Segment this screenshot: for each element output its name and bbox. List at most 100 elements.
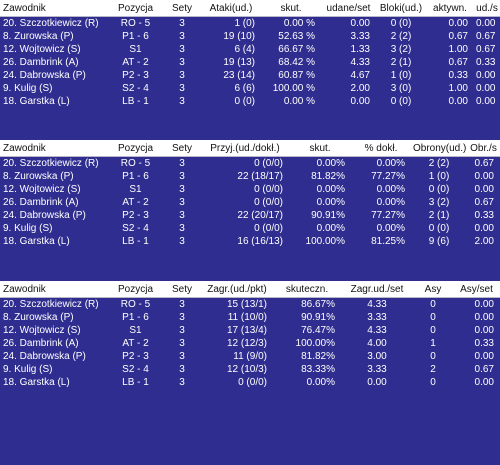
cell: 0.67	[476, 31, 496, 42]
cell: 1.00	[448, 83, 468, 94]
col-header[interactable]: Zawodnik	[0, 140, 108, 157]
cell: 0.00%	[376, 197, 405, 208]
col-header[interactable]: Sety	[163, 0, 201, 17]
col-header[interactable]: skuteczn.	[273, 281, 341, 298]
col-header[interactable]: Bloki(ud.)	[376, 0, 426, 17]
cell: 12 (10/3)	[226, 364, 267, 375]
col-header[interactable]: udane/set	[321, 0, 376, 17]
col-header[interactable]: Zawodnik	[0, 0, 108, 17]
cell: 26. Dambrink (A)	[3, 57, 79, 68]
table-row[interactable]: 18. Garstka (L) LB - 1 3 16 (16/13) 100.00% 8…	[0, 235, 500, 248]
cell: 0.00	[474, 223, 494, 234]
cell: 22 (18/17)	[237, 171, 283, 182]
cell: S1	[129, 325, 142, 336]
col-header[interactable]: Pozycja	[108, 0, 163, 17]
table-row[interactable]: 9. Kulig (S) S2 - 4 3 12 (10/3) 83.33% 3.33 2 0…	[0, 363, 500, 376]
cell: 12. Wojtowicz (S)	[3, 184, 81, 195]
table-row[interactable]: 18. Garstka (L) LB - 1 3 0 (0/0) 0.00% 0.00 0 0…	[0, 376, 500, 389]
table-row[interactable]: 24. Dabrowska (P) P2 - 3 3 11 (9/0) 81.82% 3.…	[0, 350, 500, 363]
cell: 0.00%	[316, 197, 345, 208]
col-header[interactable]: Przyj.(ud./dokł.)	[201, 140, 289, 157]
col-header[interactable]: skut.	[261, 0, 321, 17]
col-header[interactable]: Zawodnik	[0, 281, 108, 298]
cell: 0	[430, 377, 436, 388]
serve-stats-table: Zawodnik Pozycja Sety Zagr.(ud./pkt) sku…	[0, 281, 500, 389]
col-header[interactable]: skut.	[289, 140, 351, 157]
col-header[interactable]: Pozycja	[108, 140, 163, 157]
cell: 0.00%	[306, 377, 335, 388]
table-row[interactable]: 24. Dabrowska (P) P2 - 3 3 22 (20/17) 90.91%…	[0, 209, 500, 222]
cell: LB - 1	[122, 377, 149, 388]
cell: 81.82%	[311, 171, 345, 182]
cell: 9 (6)	[428, 236, 450, 247]
cell: 0	[430, 351, 436, 362]
table-row[interactable]: 24. Dabrowska (P) P2 - 3 3 23 (14) 60.87 % 4.…	[0, 69, 500, 82]
table-row[interactable]: 12. Wojtowicz (S) S1 3 6 (4) 66.67 % 1.33 3 (2…	[0, 43, 500, 56]
cell: 4.33	[350, 57, 370, 68]
table-row[interactable]: 9. Kulig (S) S2 - 4 3 0 (0/0) 0.00% 0.00% 0 (0…	[0, 222, 500, 235]
table-row[interactable]: 26. Dambrink (A) AT - 2 3 0 (0/0) 0.00% 0.00%…	[0, 196, 500, 209]
cell: 3 (2)	[390, 44, 412, 55]
cell: 0.00	[474, 351, 494, 362]
cell: 1 (0)	[234, 18, 255, 29]
cell: 2 (2)	[428, 158, 450, 169]
cell: 0.33	[474, 338, 494, 349]
table-row[interactable]: 20. Szczotkiewicz (R) RO - 5 3 1 (0) 0.00 % 0…	[0, 17, 500, 31]
cell: 2.00	[350, 83, 370, 94]
cell: 0 (0)	[428, 184, 450, 195]
table-row[interactable]: 20. Szczotkiewicz (R) RO - 5 3 0 (0/0) 0.00%…	[0, 157, 500, 171]
col-header[interactable]: Sety	[163, 281, 201, 298]
col-header[interactable]: aktywn.	[426, 0, 474, 17]
table-row[interactable]: 20. Szczotkiewicz (R) RO - 5 3 15 (13/1) 86.…	[0, 298, 500, 312]
col-header[interactable]: Zagr.ud./set	[341, 281, 413, 298]
table-row[interactable]: 8. Zurowska (P) P1 - 6 3 22 (18/17) 81.82% 77…	[0, 170, 500, 183]
col-header[interactable]: Ataki(ud.)	[201, 0, 261, 17]
cell: 0.33	[476, 57, 496, 68]
cell: RO - 5	[120, 299, 151, 310]
col-header[interactable]: Obrony(ud.)	[411, 140, 467, 157]
attack-stats-table: Zawodnik Pozycja Sety Ataki(ud.) skut. u…	[0, 0, 500, 108]
reception-stats-table: Zawodnik Pozycja Sety Przyj.(ud./dokł.) …	[0, 140, 500, 248]
col-header[interactable]: Zagr.(ud./pkt)	[201, 281, 273, 298]
attack-stats-panel: Zawodnik Pozycja Sety Ataki(ud.) skut. u…	[0, 0, 500, 108]
cell: 15 (13/1)	[226, 299, 267, 310]
table-row[interactable]: 9. Kulig (S) S2 - 4 3 6 (6) 100.00 % 2.00 3 (0…	[0, 82, 500, 95]
cell: LB - 1	[122, 236, 149, 247]
col-header[interactable]: ud./s	[474, 0, 500, 17]
table-row[interactable]: 18. Garstka (L) LB - 1 3 0 (0) 0.00 % 0.00 0 (…	[0, 95, 500, 108]
table-row[interactable]: 12. Wojtowicz (S) S1 3 0 (0/0) 0.00% 0.00% 0 (…	[0, 183, 500, 196]
col-header[interactable]: Obr./s	[467, 140, 500, 157]
cell: 3.00	[367, 351, 387, 362]
col-header[interactable]: Asy	[413, 281, 453, 298]
cell: 18. Garstka (L)	[3, 377, 70, 388]
cell: 19 (10)	[223, 31, 255, 42]
col-header[interactable]: Sety	[163, 140, 201, 157]
table-header-row: Zawodnik Pozycja Sety Zagr.(ud./pkt) sku…	[0, 281, 500, 298]
table-row[interactable]: 26. Dambrink (A) AT - 2 3 12 (12/3) 100.00% 4…	[0, 337, 500, 350]
col-header[interactable]: Asy/set	[453, 281, 500, 298]
table-row[interactable]: 8. Zurowska (P) P1 - 6 3 11 (10/0) 90.91% 3.3…	[0, 311, 500, 324]
cell: 20. Szczotkiewicz (R)	[3, 18, 99, 29]
cell: 9. Kulig (S)	[3, 364, 53, 375]
cell: 90.91%	[301, 312, 335, 323]
cell: 100.00%	[295, 338, 335, 349]
table-row[interactable]: 12. Wojtowicz (S) S1 3 17 (13/4) 76.47% 4.33 0…	[0, 324, 500, 337]
serve-stats-panel: Zawodnik Pozycja Sety Zagr.(ud./pkt) sku…	[0, 281, 500, 389]
cell: 3	[179, 18, 185, 29]
cell: 0.00	[476, 70, 496, 81]
table-row[interactable]: 26. Dambrink (A) AT - 2 3 19 (13) 68.42 % 4.3…	[0, 56, 500, 69]
cell: 0.00	[350, 18, 370, 29]
table-row[interactable]: 8. Zurowska (P) P1 - 6 3 19 (10) 52.63 % 3.33…	[0, 30, 500, 43]
cell: 0	[430, 299, 436, 310]
cell: S1	[129, 44, 142, 55]
cell: 0.67	[474, 158, 494, 169]
cell: 0.67	[448, 57, 468, 68]
cell: 12. Wojtowicz (S)	[3, 44, 81, 55]
cell: 3	[179, 57, 185, 68]
cell: 24. Dabrowska (P)	[3, 210, 86, 221]
cell: 66.67 %	[278, 44, 315, 55]
col-header[interactable]: Pozycja	[108, 281, 163, 298]
cell: 0.67	[474, 364, 494, 375]
col-header[interactable]: % dokł.	[351, 140, 411, 157]
cell: 0.67	[476, 44, 496, 55]
